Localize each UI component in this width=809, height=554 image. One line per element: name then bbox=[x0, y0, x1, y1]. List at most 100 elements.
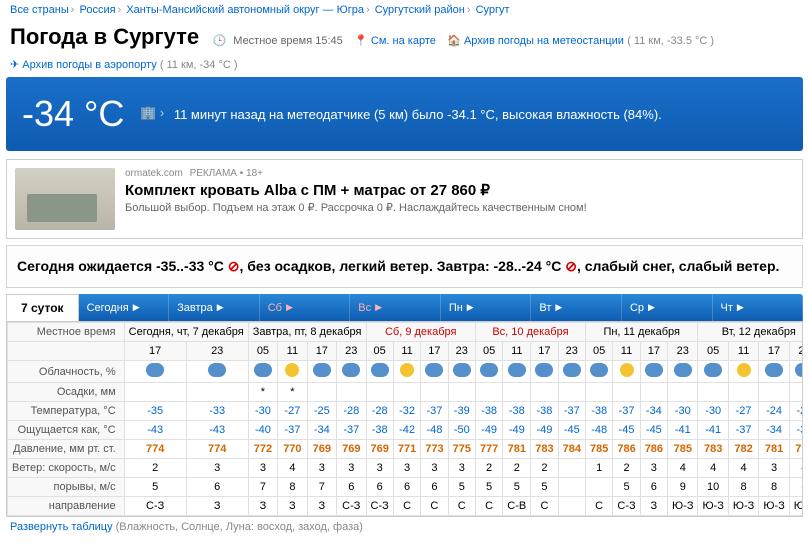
map-link[interactable]: 📍 См. на карте bbox=[354, 35, 436, 47]
cloud-cell bbox=[278, 361, 307, 383]
temp-row-cell: -37 bbox=[558, 402, 585, 421]
temp-row-cell: -37 bbox=[421, 402, 448, 421]
hour-cell: 17 bbox=[124, 342, 186, 361]
local-time: 🕒 Местное время 15:45 bbox=[213, 34, 343, 47]
archive-station-link[interactable]: 🏠 Архив погоды на метеостанции bbox=[447, 35, 624, 47]
cloud-cell bbox=[668, 361, 698, 383]
feels-row-cell: -42 bbox=[393, 421, 420, 440]
precip-cell bbox=[789, 383, 803, 402]
current-temp-value: -34 °C bbox=[22, 93, 124, 135]
cloud-icon bbox=[146, 363, 164, 377]
ws-row-cell: 4 bbox=[789, 459, 803, 478]
sun-icon bbox=[400, 363, 414, 377]
pressure-cell: 774 bbox=[186, 440, 248, 459]
breadcrumb: Все страны› Россия› Ханты-Мансийский авт… bbox=[0, 0, 809, 20]
tab-day[interactable]: Сегодня▶ bbox=[79, 294, 170, 321]
archive-airport-link[interactable]: ✈ Архив погоды в аэропорту bbox=[10, 59, 157, 71]
feels-row-cell: -43 bbox=[186, 421, 248, 440]
ad-image bbox=[15, 168, 115, 230]
pressure-cell: 781 bbox=[503, 440, 531, 459]
breadcrumb-item[interactable]: Сургут bbox=[476, 4, 510, 16]
feels-row-cell: -45 bbox=[558, 421, 585, 440]
forecast-tabs: 7 суток Сегодня▶Завтра▶Сб▶Вс▶Пн▶Вт▶Ср▶Чт… bbox=[6, 294, 803, 321]
tab-day[interactable]: Сб▶ bbox=[260, 294, 351, 321]
precip-cell bbox=[728, 383, 758, 402]
temp-row-cell: -30 bbox=[698, 402, 728, 421]
wd-row-cell: С-З bbox=[366, 497, 393, 516]
hour-cell: 11 bbox=[728, 342, 758, 361]
wd-row-cell: Ю-З bbox=[759, 497, 789, 516]
pressure-cell: 785 bbox=[668, 440, 698, 459]
feels-row-cell: -48 bbox=[585, 421, 612, 440]
feels-row-cell: -38 bbox=[366, 421, 393, 440]
temp-row-cell: -34 bbox=[640, 402, 667, 421]
temp-row-cell: -38 bbox=[503, 402, 531, 421]
wg-row-cell bbox=[585, 478, 612, 497]
archive-airport-dist: ( 11 км, -34 °C ) bbox=[160, 59, 238, 71]
precip-cell bbox=[668, 383, 698, 402]
wd-row-cell: З bbox=[248, 497, 277, 516]
cloud-cell bbox=[393, 361, 420, 383]
wd-row-cell: З bbox=[186, 497, 248, 516]
wd-row-cell: Ю-З bbox=[728, 497, 758, 516]
precip-cell bbox=[124, 383, 186, 402]
ws-row-cell: 4 bbox=[698, 459, 728, 478]
wd-row-cell: С bbox=[448, 497, 475, 516]
wd-row-cell: С bbox=[421, 497, 448, 516]
ws-row-cell bbox=[558, 459, 585, 478]
ws-row-cell: 3 bbox=[421, 459, 448, 478]
cloud-icon bbox=[480, 363, 498, 377]
tab-day[interactable]: Чт▶ bbox=[713, 294, 804, 321]
tab-day[interactable]: Завтра▶ bbox=[169, 294, 260, 321]
breadcrumb-item[interactable]: Все страны bbox=[10, 4, 69, 16]
day-header: Пн, 11 декабря bbox=[585, 323, 698, 342]
tab-day[interactable]: Вт▶ bbox=[531, 294, 622, 321]
pressure-cell: 772 bbox=[248, 440, 277, 459]
hour-cell: 17 bbox=[307, 342, 336, 361]
cloud-cell bbox=[558, 361, 585, 383]
wg-row-cell: 7 bbox=[248, 478, 277, 497]
cloud-cell bbox=[728, 361, 758, 383]
expand-table-link[interactable]: Развернуть таблицу (Влажность, Солнце, Л… bbox=[10, 521, 799, 533]
feels-row-cell: -50 bbox=[448, 421, 475, 440]
cloud-icon bbox=[795, 363, 803, 377]
wg-row-cell: 5 bbox=[613, 478, 640, 497]
temp-row-cell: -24 bbox=[759, 402, 789, 421]
hour-cell: 05 bbox=[585, 342, 612, 361]
temp-row-cell: -27 bbox=[728, 402, 758, 421]
ad-block[interactable]: ormatek.com РЕКЛАМА • 18+ Комплект крова… bbox=[6, 159, 803, 239]
tab-day[interactable]: Ср▶ bbox=[622, 294, 713, 321]
tab-7days[interactable]: 7 суток bbox=[6, 294, 79, 321]
cloud-icon bbox=[508, 363, 526, 377]
precip-cell bbox=[585, 383, 612, 402]
precip-cell bbox=[337, 383, 366, 402]
precip-cell bbox=[698, 383, 728, 402]
feels-row-cell: -41 bbox=[698, 421, 728, 440]
ws-row-cell: 3 bbox=[759, 459, 789, 478]
cloud-icon bbox=[254, 363, 272, 377]
feels-row-cell: -43 bbox=[124, 421, 186, 440]
pressure-cell: 769 bbox=[337, 440, 366, 459]
wg-row-cell: 7 bbox=[307, 478, 336, 497]
tab-day[interactable]: Пн▶ bbox=[441, 294, 532, 321]
wd-row-cell: С bbox=[531, 497, 558, 516]
precip-cell bbox=[186, 383, 248, 402]
sun-icon bbox=[737, 363, 751, 377]
hour-cell: 17 bbox=[759, 342, 789, 361]
cloud-cell bbox=[698, 361, 728, 383]
tab-day[interactable]: Вс▶ bbox=[350, 294, 441, 321]
precip-cell: * bbox=[248, 383, 277, 402]
current-temp-panel: -34 °C 🏢 › 11 минут назад на метеодатчик… bbox=[6, 77, 803, 151]
cloud-cell bbox=[366, 361, 393, 383]
ws-row-cell: 3 bbox=[366, 459, 393, 478]
breadcrumb-item[interactable]: Ханты-Мансийский автономный округ — Югра bbox=[126, 4, 364, 16]
feels-row-cell: -49 bbox=[503, 421, 531, 440]
breadcrumb-item[interactable]: Россия bbox=[80, 4, 116, 16]
wg-row-cell: 9 bbox=[668, 478, 698, 497]
hour-cell: 17 bbox=[531, 342, 558, 361]
day-header: Сегодня, чт, 7 декабря bbox=[124, 323, 248, 342]
pressure-cell: 784 bbox=[558, 440, 585, 459]
temp-row-cell: -27 bbox=[278, 402, 307, 421]
breadcrumb-item[interactable]: Сургутский район bbox=[375, 4, 465, 16]
hour-cell: 17 bbox=[421, 342, 448, 361]
